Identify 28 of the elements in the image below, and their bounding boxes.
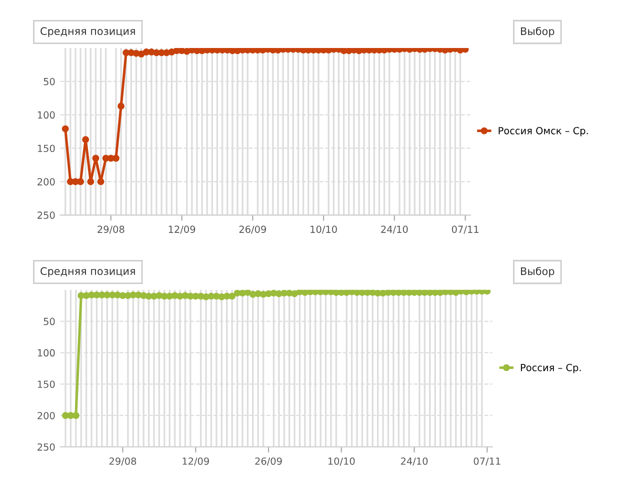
text: Средняя позиция — [40, 27, 135, 38]
x-tick-label: 10/10 — [310, 226, 337, 234]
y-tick-label: 250 — [38, 443, 55, 451]
y-tick-label: 200 — [38, 412, 55, 420]
text: Выбор — [521, 26, 554, 38]
x-tick-label: 29/08 — [109, 457, 136, 466]
x-tick-label: 24/10 — [381, 226, 408, 234]
x-tick-label: 26/09 — [255, 457, 282, 466]
x-tick-label: 07/11 — [452, 226, 478, 234]
x-tick-label: 26/09 — [239, 226, 266, 234]
y-tick-label: 150 — [38, 144, 55, 152]
x-tick-label: 10/10 — [328, 457, 355, 466]
x-tick-label: 12/09 — [168, 226, 196, 234]
x-tick-label: 12/09 — [182, 457, 209, 466]
y-tick-label: 150 — [38, 380, 55, 388]
x-tick-label: 24/10 — [400, 457, 428, 466]
y-tick-label: 200 — [38, 178, 55, 186]
y-tick-label: 100 — [38, 111, 55, 119]
x-tick-label: 07/11 — [474, 457, 500, 466]
text: Средняя позиция — [40, 267, 135, 278]
x-tick-label: 29/08 — [98, 226, 124, 234]
y-tick-label: 100 — [38, 349, 55, 357]
legend-label: Россия – Ср. — [520, 364, 581, 374]
y-tick-label: 250 — [38, 212, 55, 219]
text: Выбор — [521, 266, 554, 278]
y-tick-label: 50 — [44, 78, 55, 86]
legend-label: Россия Омск – Ср. — [498, 126, 588, 136]
y-tick-label: 50 — [44, 318, 55, 326]
